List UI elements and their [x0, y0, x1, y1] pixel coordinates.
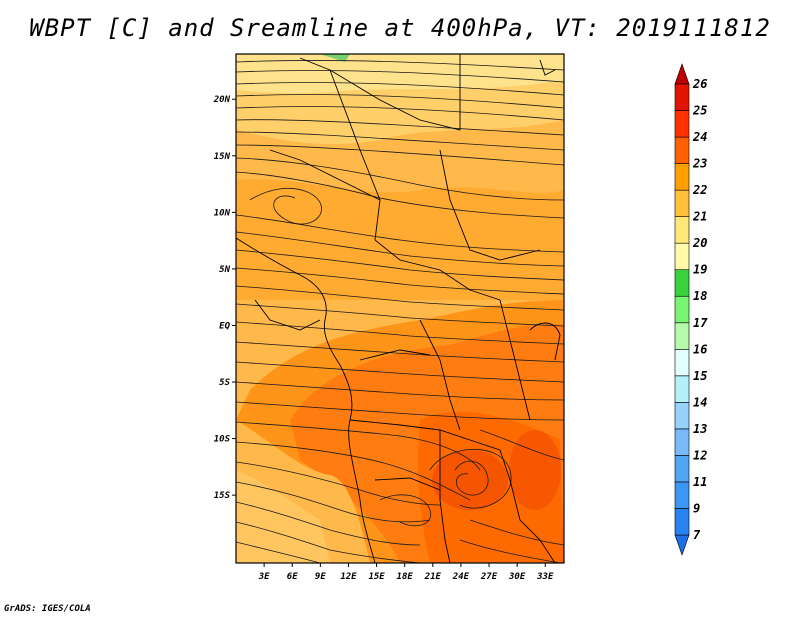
colorbar-box — [674, 428, 690, 456]
colorbar-box — [674, 110, 690, 138]
colorbar-label: 13 — [693, 422, 707, 436]
colorbar-label: 19 — [693, 263, 707, 277]
colorbar-box — [674, 163, 690, 191]
colorbar-max-triangle — [674, 63, 690, 85]
x-tick-label: 9E — [315, 572, 326, 582]
colorbar: 7 9 11 12 13 14 15 16 17 18 19 20 21 22 23 24 25 26 — [674, 63, 708, 556]
colorbar-label: 12 — [693, 448, 707, 462]
colorbar-box — [674, 269, 690, 297]
y-tick-label: 5S — [219, 378, 230, 388]
colorbar-label: 25 — [692, 104, 707, 118]
y-tick-label: 5N — [219, 265, 230, 275]
y-tick-label: 15S — [214, 491, 231, 501]
colorbar-label: 9 — [693, 501, 700, 515]
wbpt-field — [236, 54, 564, 563]
x-tick-label: 21E — [424, 572, 442, 582]
x-tick-label: 30E — [508, 572, 526, 582]
colorbar-min-triangle — [674, 534, 690, 556]
colorbar-box — [674, 508, 690, 536]
y-tick-label: 15N — [214, 152, 231, 162]
colorbar-box — [674, 242, 690, 271]
y-tick-label: EQ — [219, 321, 230, 331]
colorbar-label: 15 — [693, 369, 707, 383]
x-tick-label: 12E — [340, 572, 357, 582]
colorbar-box — [674, 481, 690, 509]
y-tick-label: 20N — [213, 95, 231, 105]
colorbar-label: 21 — [692, 210, 707, 224]
y-tick-label: 10S — [214, 435, 231, 445]
country-boundaries — [236, 54, 561, 563]
x-tick-label: 27E — [480, 572, 498, 582]
colorbar-label: 17 — [693, 316, 708, 330]
colorbar-label: 14 — [693, 395, 707, 409]
colorbar-box — [674, 375, 690, 403]
streamlines — [236, 60, 564, 563]
x-axis: 3E 6E 9E 12E 15E 18E 21E 24E 27E 30E 33E — [258, 563, 554, 582]
colorbar-box — [674, 189, 690, 217]
colorbar-box — [674, 83, 690, 111]
colorbar-box — [674, 455, 690, 483]
x-tick-label: 3E — [258, 572, 270, 582]
colorbar-box — [674, 216, 690, 244]
x-tick-label: 18E — [397, 572, 414, 582]
x-tick-label: 24E — [452, 572, 470, 582]
colorbar-box — [674, 348, 690, 377]
colorbar-label: 20 — [692, 236, 707, 250]
colorbar-label: 26 — [692, 77, 707, 91]
y-tick-label: 10N — [214, 208, 231, 218]
colorbar-box — [674, 295, 690, 324]
colorbar-label: 22 — [692, 183, 707, 197]
colorbar-label: 11 — [693, 475, 707, 489]
map-frame — [235, 53, 565, 564]
y-axis: 20N 15N 10N 5N EQ 5S 10S 15S — [213, 95, 236, 501]
colorbar-box — [674, 402, 690, 430]
x-tick-label: 15E — [368, 572, 385, 582]
x-tick-label: 6E — [287, 572, 298, 582]
colorbar-box — [674, 322, 690, 350]
colorbar-label: 18 — [693, 289, 707, 303]
chart-title: WBPT [C] and Sreamline at 400hPa, VT: 20… — [29, 14, 771, 42]
colorbar-label: 7 — [693, 528, 701, 542]
colorbar-box — [674, 136, 690, 164]
colorbar-label: 24 — [692, 130, 707, 144]
colorbar-label: 23 — [692, 157, 707, 171]
colorbar-label: 16 — [693, 342, 707, 356]
grads-credit: GrADS: IGES/COLA — [4, 604, 91, 614]
x-tick-label: 33E — [536, 572, 554, 582]
